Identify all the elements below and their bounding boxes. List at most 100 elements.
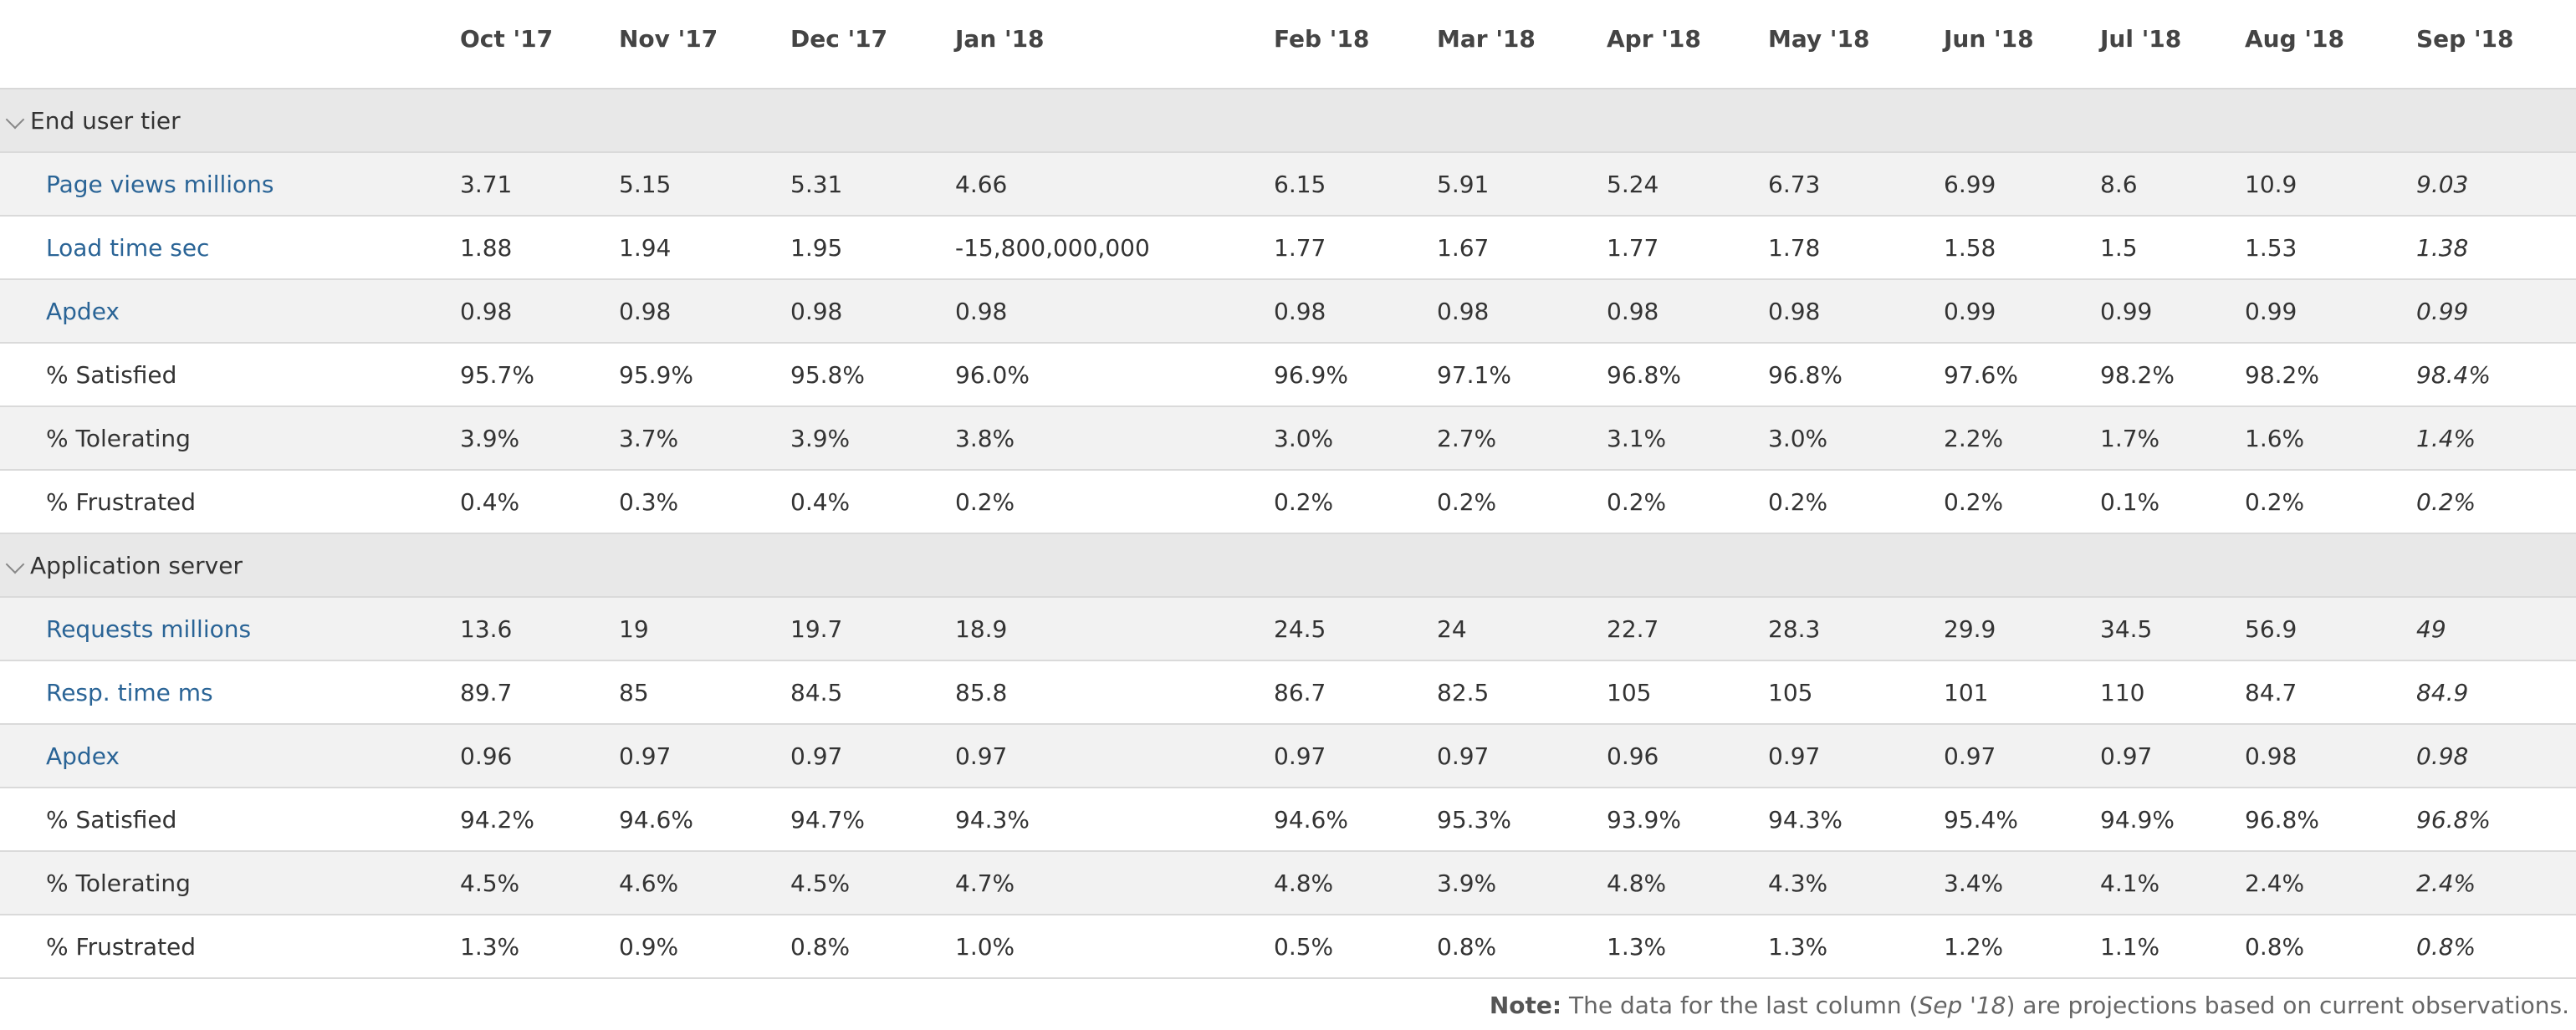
value-cell: 98.2% (2245, 343, 2416, 407)
value-cell: 0.98 (1607, 279, 1768, 344)
value-cell: 4.8% (1274, 851, 1437, 915)
value-cell: 19 (619, 597, 790, 661)
value-cell: 22.7 (1607, 597, 1768, 661)
value-cell: 0.97 (790, 724, 955, 788)
value-cell: 1.5 (2100, 216, 2245, 280)
value-cell: 95.3% (1437, 788, 1607, 852)
group-header[interactable]: End user tier (0, 89, 2576, 153)
value-cell: 24.5 (1274, 597, 1437, 661)
value-cell: 0.97 (1768, 724, 1944, 788)
value-cell: 89.7 (460, 660, 619, 725)
value-cell: 1.1% (2100, 915, 2245, 979)
projected-value-cell: 0.2% (2416, 470, 2576, 534)
value-cell: 0.9% (619, 915, 790, 979)
table-row: Load time sec 1.88 1.94 1.95 -15,800,000,000… (0, 216, 2576, 280)
projected-value-cell: 0.99 (2416, 279, 2576, 344)
value-cell: 29.9 (1944, 597, 2100, 661)
value-cell: 85 (619, 660, 790, 725)
value-cell: 0.8% (790, 915, 955, 979)
metric-label: % Tolerating (46, 869, 191, 897)
table-row: % Tolerating 4.5% 4.6% 4.5% 4.7% 4.8% 3.9% 4.8%… (0, 851, 2576, 915)
value-cell: 3.9% (790, 406, 955, 471)
value-cell: 94.7% (790, 788, 955, 852)
value-cell: 0.3% (619, 470, 790, 534)
projected-value-cell: 0.98 (2416, 724, 2576, 788)
metric-label-cell: Resp. time ms (0, 660, 460, 725)
column-header: Mar '18 (1437, 25, 1607, 89)
metric-label-cell: Load time sec (0, 216, 460, 280)
metric-label-cell: % Satisfied (0, 788, 460, 852)
column-header: Jan '18 (955, 25, 1274, 89)
value-cell: 0.2% (1274, 470, 1437, 534)
value-cell: 4.7% (955, 851, 1274, 915)
value-cell: 6.15 (1274, 152, 1437, 217)
note-text-before: The data for the last column ( (1561, 992, 1919, 1019)
metric-link[interactable]: Load time sec (46, 233, 210, 262)
value-cell: 1.3% (1768, 915, 1944, 979)
group-row[interactable]: Application server (0, 533, 2576, 598)
value-cell: 0.8% (1437, 915, 1607, 979)
chevron-down-icon[interactable] (5, 110, 25, 129)
value-cell: 0.98 (790, 279, 955, 344)
group-row[interactable]: End user tier (0, 89, 2576, 153)
value-cell: 0.99 (2100, 279, 2245, 344)
metric-link[interactable]: Requests millions (46, 614, 252, 643)
value-cell: 5.91 (1437, 152, 1607, 217)
value-cell: 3.8% (955, 406, 1274, 471)
chevron-down-icon[interactable] (5, 554, 25, 574)
metric-link[interactable]: Resp. time ms (46, 678, 213, 706)
value-cell: 97.6% (1944, 343, 2100, 407)
value-cell: 95.9% (619, 343, 790, 407)
value-cell: 0.97 (619, 724, 790, 788)
value-cell: 0.4% (460, 470, 619, 534)
value-cell: 3.9% (1437, 851, 1607, 915)
table-row: % Satisfied 94.2% 94.6% 94.7% 94.3% 94.6% 95.3… (0, 788, 2576, 852)
value-cell: -15,800,000,000 (955, 216, 1274, 280)
value-cell: 0.98 (460, 279, 619, 344)
value-cell: 56.9 (2245, 597, 2416, 661)
value-cell: 8.6 (2100, 152, 2245, 217)
value-cell: 4.8% (1607, 851, 1768, 915)
metric-label: % Satisfied (46, 805, 177, 834)
projected-value-cell: 0.8% (2416, 915, 2576, 979)
metric-link[interactable]: Apdex (46, 742, 120, 770)
value-cell: 1.95 (790, 216, 955, 280)
metric-link[interactable]: Page views millions (46, 170, 274, 198)
metric-label-cell: % Tolerating (0, 406, 460, 471)
value-cell: 2.2% (1944, 406, 2100, 471)
value-cell: 96.9% (1274, 343, 1437, 407)
value-cell: 1.77 (1607, 216, 1768, 280)
note-prefix: Note: (1489, 992, 1562, 1019)
metric-link[interactable]: Apdex (46, 297, 120, 325)
value-cell: 19.7 (790, 597, 955, 661)
group-header[interactable]: Application server (0, 533, 2576, 598)
value-cell: 0.2% (2245, 470, 2416, 534)
value-cell: 0.99 (2245, 279, 2416, 344)
metric-label-cell: Requests millions (0, 597, 460, 661)
group-label: Application server (30, 551, 243, 579)
value-cell: 96.8% (1768, 343, 1944, 407)
projection-note: Note: The data for the last column (Sep … (1490, 992, 2569, 1019)
value-cell: 34.5 (2100, 597, 2245, 661)
value-cell: 94.6% (1274, 788, 1437, 852)
table-row: Resp. time ms 89.7 85 84.5 85.8 86.7 82.5 105 10… (0, 660, 2576, 725)
value-cell: 5.24 (1607, 152, 1768, 217)
metric-label: % Tolerating (46, 424, 191, 452)
projected-value-cell: 98.4% (2416, 343, 2576, 407)
value-cell: 97.1% (1437, 343, 1607, 407)
value-cell: 0.2% (1607, 470, 1768, 534)
value-cell: 1.3% (460, 915, 619, 979)
column-header: Sep '18 (2416, 25, 2576, 89)
column-header: Feb '18 (1274, 25, 1437, 89)
value-cell: 1.88 (460, 216, 619, 280)
group-label: End user tier (30, 106, 181, 135)
value-cell: 96.8% (2245, 788, 2416, 852)
value-cell: 10.9 (2245, 152, 2416, 217)
value-cell: 1.2% (1944, 915, 2100, 979)
value-cell: 5.31 (790, 152, 955, 217)
value-cell: 3.71 (460, 152, 619, 217)
value-cell: 95.8% (790, 343, 955, 407)
value-cell: 1.53 (2245, 216, 2416, 280)
value-cell: 105 (1768, 660, 1944, 725)
header-blank (0, 25, 460, 89)
